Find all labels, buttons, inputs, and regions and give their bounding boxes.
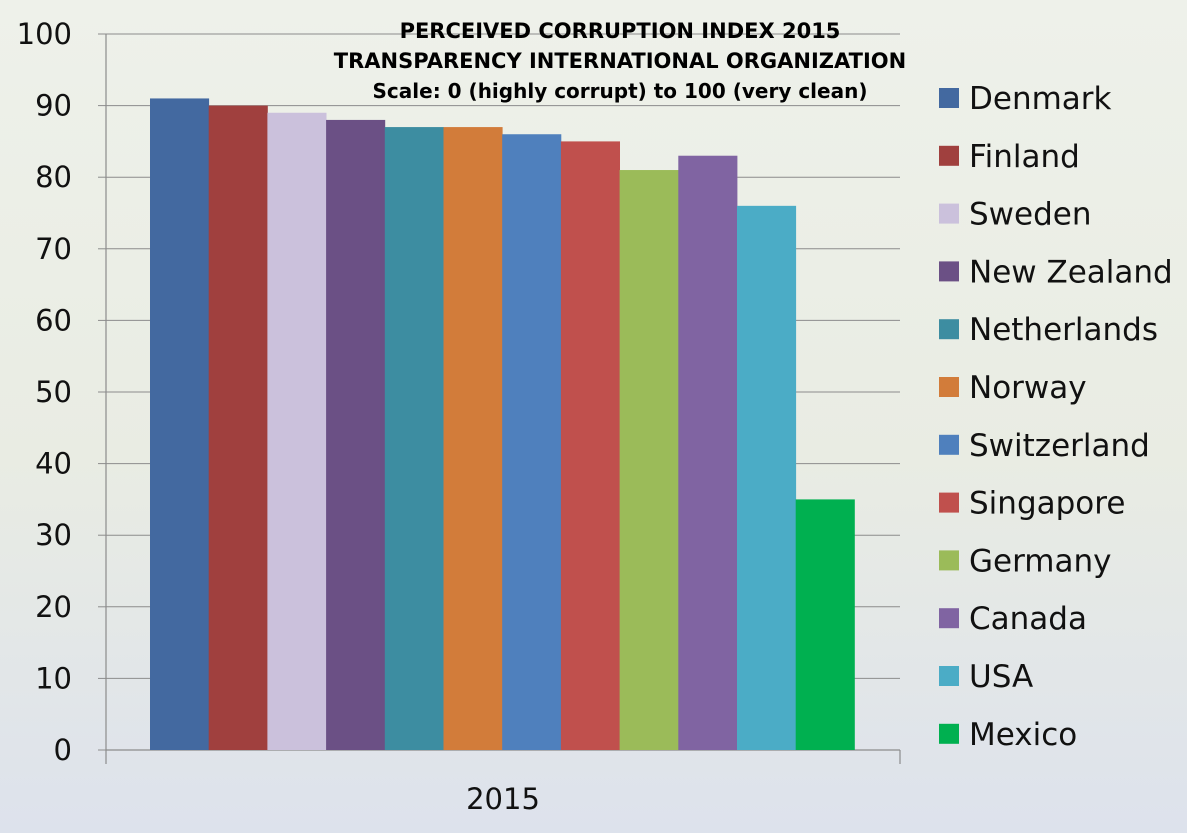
legend-item: Sweden xyxy=(939,197,1092,233)
legend-item: Finland xyxy=(939,139,1080,175)
legend-item: New Zealand xyxy=(939,254,1173,290)
legend-swatch xyxy=(939,88,959,108)
legend-label: Denmark xyxy=(969,81,1112,117)
legend-label: Germany xyxy=(969,543,1111,579)
legend-label: Mexico xyxy=(969,717,1077,753)
bar-sweden: Sweden: 89 xyxy=(267,112,327,750)
bar-new-zealand: New Zealand: 88 xyxy=(326,119,386,751)
legend-swatch xyxy=(939,319,959,340)
axes: 0 10 20 30 40 50 60 70 80 90 100 2015 xyxy=(17,17,901,816)
bars: Denmark: 91Finland: 90Sweden: 89New Zeal… xyxy=(150,98,855,751)
y-tick-label: 90 xyxy=(35,89,72,123)
legend-item: USA xyxy=(939,659,1033,695)
legend-item: Netherlands xyxy=(939,312,1158,348)
y-tick-label: 80 xyxy=(35,160,72,194)
bar-norway: Norway: 87 xyxy=(443,127,503,750)
legend-item: Germany xyxy=(939,543,1111,579)
legend-swatch xyxy=(939,550,959,571)
y-tick-label: 50 xyxy=(35,375,72,409)
legend-swatch xyxy=(939,377,959,397)
legend-item: Norway xyxy=(939,370,1087,406)
y-tick-label: 60 xyxy=(35,303,72,337)
x-category-label: 2015 xyxy=(466,782,540,816)
legend-label: Sweden xyxy=(969,197,1092,233)
legend-label: USA xyxy=(969,659,1033,695)
bar-mexico: Mexico: 35 xyxy=(795,499,855,750)
bar-usa: USA: 76 xyxy=(737,205,797,751)
legend-swatch xyxy=(939,666,959,686)
chart-title-block: PERCEIVED CORRUPTION INDEX 2015 TRANSPAR… xyxy=(334,19,906,103)
y-tick-label: 20 xyxy=(35,590,72,624)
bar-netherlands: Netherlands: 87 xyxy=(384,127,444,750)
y-tick-label: 100 xyxy=(17,17,72,51)
legend-swatch xyxy=(939,434,959,455)
legend-swatch xyxy=(939,261,959,282)
legend-swatch xyxy=(939,145,959,166)
legend: Denmark Finland Sweden New Zealand Netherlan… xyxy=(939,81,1173,753)
legend-swatch xyxy=(939,492,959,513)
legend-item: Mexico xyxy=(939,717,1077,753)
legend-swatch xyxy=(939,608,959,629)
legend-swatch xyxy=(939,723,959,744)
legend-item: Singapore xyxy=(939,486,1125,522)
y-tick-label: 0 xyxy=(54,733,72,767)
legend-item: Canada xyxy=(939,601,1087,637)
legend-label: Norway xyxy=(969,370,1087,406)
y-tick-label: 10 xyxy=(35,661,72,695)
legend-swatch xyxy=(939,203,959,224)
bar-switzerland: Switzerland: 86 xyxy=(502,134,562,751)
legend-label: Finland xyxy=(969,139,1080,175)
y-tick-label: 40 xyxy=(35,447,72,481)
bar-singapore: Singapore: 85 xyxy=(560,141,620,750)
legend-label: Canada xyxy=(969,601,1087,637)
chart-subtitle: TRANSPARENCY INTERNATIONAL ORGANIZATION xyxy=(334,49,906,73)
bar-denmark: Denmark: 91 xyxy=(150,98,210,750)
legend-item: Switzerland xyxy=(939,428,1150,464)
chart-title: PERCEIVED CORRUPTION INDEX 2015 xyxy=(400,19,841,43)
legend-label: Switzerland xyxy=(969,428,1150,464)
bar-finland: Finland: 90 xyxy=(208,105,268,751)
legend-label: New Zealand xyxy=(969,254,1173,290)
y-tick-label: 70 xyxy=(35,232,72,266)
legend-label: Singapore xyxy=(969,486,1125,522)
legend-label: Netherlands xyxy=(969,312,1158,348)
legend-item: Denmark xyxy=(939,81,1112,117)
chart-scale-note: Scale: 0 (highly corrupt) to 100 (very c… xyxy=(373,79,868,103)
y-tick-label: 30 xyxy=(35,518,72,552)
bar-canada: Canada: 83 xyxy=(678,155,738,751)
bar-germany: Germany: 81 xyxy=(619,170,679,751)
